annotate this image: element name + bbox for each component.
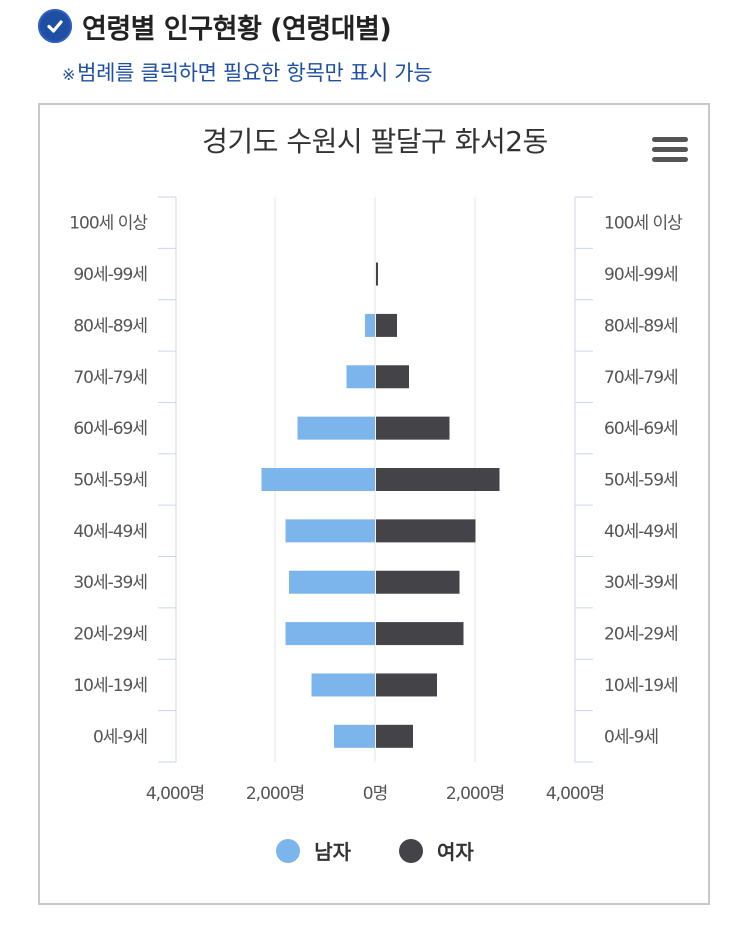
bar-male xyxy=(289,570,375,594)
legend-label-male: 남자 xyxy=(314,840,351,864)
bar-female xyxy=(376,622,464,646)
menu-line xyxy=(652,147,688,152)
y-tick-label-left: 60세-69세 xyxy=(73,419,147,439)
y-tick-label-left: 30세-39세 xyxy=(73,573,147,593)
page-title: 연령별 인구현황 (연령대별) xyxy=(82,13,392,45)
y-tick-label-right: 70세-79세 xyxy=(604,368,678,388)
bar-male xyxy=(334,724,375,748)
y-tick-label-right: 0세-9세 xyxy=(604,727,658,747)
bar-male xyxy=(346,365,375,389)
x-tick-label: 4,000명 xyxy=(546,784,604,804)
bar-female xyxy=(376,313,397,337)
hamburger-menu-icon[interactable] xyxy=(652,137,688,163)
legend-hint-text: 범례를 클릭하면 필요한 항목만 표시 가능 xyxy=(77,61,433,85)
y-tick-label-right: 30세-39세 xyxy=(604,573,678,593)
chart-legend: 남자 여자 xyxy=(0,836,750,865)
y-tick-label-left: 10세-19세 xyxy=(73,676,147,696)
y-tick-label-left: 0세-9세 xyxy=(93,727,147,747)
y-tick-label-left: 100세 이상 xyxy=(69,214,148,234)
x-tick-label: 2,000명 xyxy=(446,784,504,804)
y-tick-label-left: 70세-79세 xyxy=(73,368,147,388)
bar-male xyxy=(311,673,375,697)
y-tick-label-right: 90세-99세 xyxy=(604,265,678,285)
chart-container xyxy=(38,103,710,905)
bar-male xyxy=(261,468,375,491)
menu-line xyxy=(652,157,688,162)
y-tick-label-right: 20세-29세 xyxy=(604,625,678,645)
bar-female xyxy=(376,673,437,697)
bar-male xyxy=(285,622,375,646)
legend-swatch-male xyxy=(276,838,301,863)
bar-female xyxy=(376,262,378,286)
check-circle-icon xyxy=(38,9,72,43)
y-tick-label-right: 100세 이상 xyxy=(604,214,683,234)
y-tick-label-left: 80세-89세 xyxy=(73,316,147,336)
y-tick-label-right: 80세-89세 xyxy=(604,316,678,336)
bar-male xyxy=(297,416,375,440)
bar-female xyxy=(376,519,476,543)
legend-item-male[interactable]: 남자 xyxy=(276,836,351,865)
legend-swatch-female xyxy=(399,838,423,863)
section-header: 연령별 인구현황 (연령대별) xyxy=(38,6,392,46)
y-tick-label-right: 40세-49세 xyxy=(604,522,678,542)
x-tick-label: 0명 xyxy=(363,784,387,804)
chart-title: 경기도 수원시 팔달구 화서2동 xyxy=(202,125,548,158)
y-tick-label-left: 40세-49세 xyxy=(73,522,147,542)
bar-male xyxy=(285,519,375,543)
note-mark: ※ xyxy=(62,65,76,84)
y-tick-label-right: 60세-69세 xyxy=(604,419,678,439)
legend-label-female: 여자 xyxy=(437,840,474,864)
menu-line xyxy=(652,137,688,142)
y-tick-label-right: 50세-59세 xyxy=(604,471,678,491)
y-tick-label-left: 50세-59세 xyxy=(73,471,147,491)
bar-female xyxy=(376,724,413,748)
legend-item-female[interactable]: 여자 xyxy=(399,836,474,865)
bar-female xyxy=(376,416,450,440)
bar-female xyxy=(376,365,409,389)
y-tick-label-left: 90세-99세 xyxy=(73,265,147,285)
legend-hint: ※범례를 클릭하면 필요한 항목만 표시 가능 xyxy=(62,57,433,87)
x-tick-label: 4,000명 xyxy=(146,784,204,804)
y-tick-label-left: 20세-29세 xyxy=(73,625,147,645)
bar-male xyxy=(365,313,375,337)
bar-female xyxy=(376,468,500,491)
y-tick-label-right: 10세-19세 xyxy=(604,676,678,696)
bar-female xyxy=(376,570,460,594)
x-tick-label: 2,000명 xyxy=(246,784,304,804)
